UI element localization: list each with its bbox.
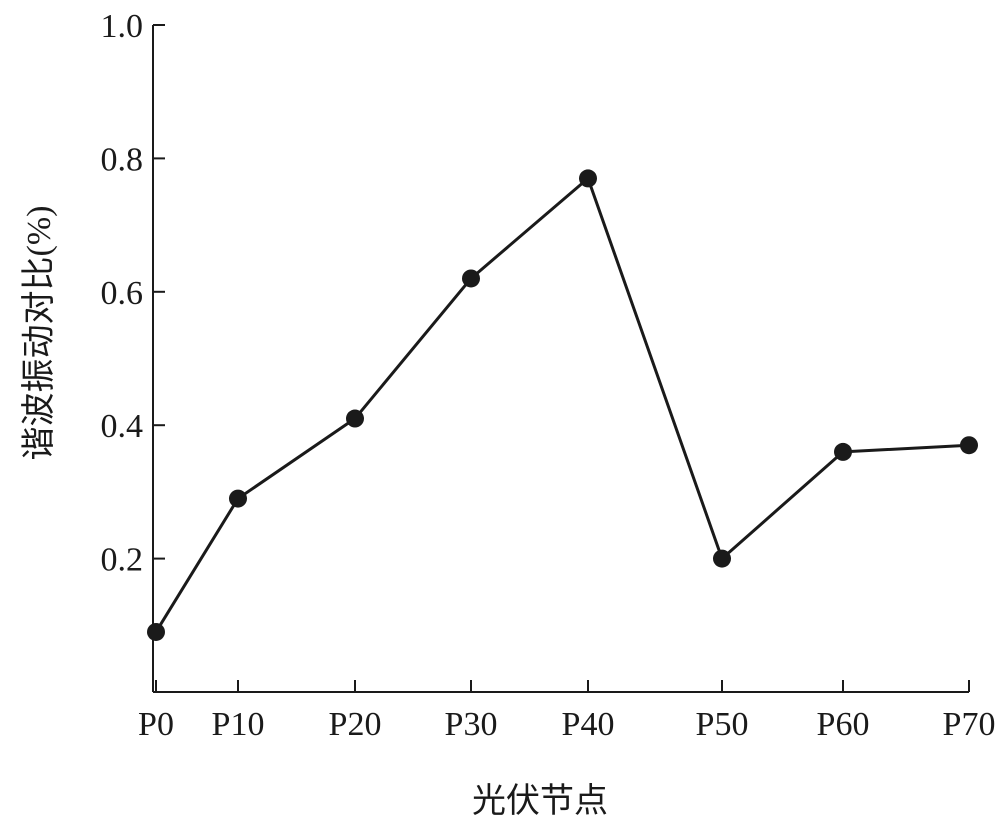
x-tick-label: P20 — [329, 706, 382, 743]
series — [147, 169, 978, 641]
data-point-P70 — [960, 436, 978, 455]
x-ticks: P0 P10 P20 P30 P40 P50 P60 P70 — [138, 680, 995, 743]
x-tick-label: P40 — [562, 706, 615, 743]
data-point-P50 — [713, 549, 731, 568]
data-point-P40 — [579, 169, 597, 188]
x-axis-title: 光伏节点 — [472, 782, 608, 820]
y-tick-label: 0.4 — [101, 408, 144, 445]
x-tick-label: P0 — [138, 706, 174, 743]
x-tick-label: P10 — [212, 706, 265, 743]
x-tick-label: P70 — [943, 706, 996, 743]
x-tick-label: P30 — [445, 706, 498, 743]
data-point-P60 — [834, 442, 852, 461]
x-tick-label: P60 — [817, 706, 870, 743]
data-point-P10 — [229, 489, 247, 508]
x-tick-label: P50 — [696, 706, 749, 743]
y-tick-label: 1.0 — [101, 8, 144, 45]
y-tick-label: 0.6 — [101, 275, 144, 312]
y-axis-title: 谐波振动对比(%) — [20, 206, 58, 461]
data-point-P30 — [462, 269, 480, 288]
data-point-P20 — [346, 409, 364, 428]
y-tick-label: 0.8 — [101, 141, 144, 178]
y-tick-label: 0.2 — [101, 542, 144, 579]
data-point-P0 — [147, 622, 165, 641]
axes — [152, 25, 969, 693]
series-line — [154, 176, 971, 634]
y-ticks: 0.2 0.4 0.6 0.8 1.0 — [101, 8, 165, 579]
